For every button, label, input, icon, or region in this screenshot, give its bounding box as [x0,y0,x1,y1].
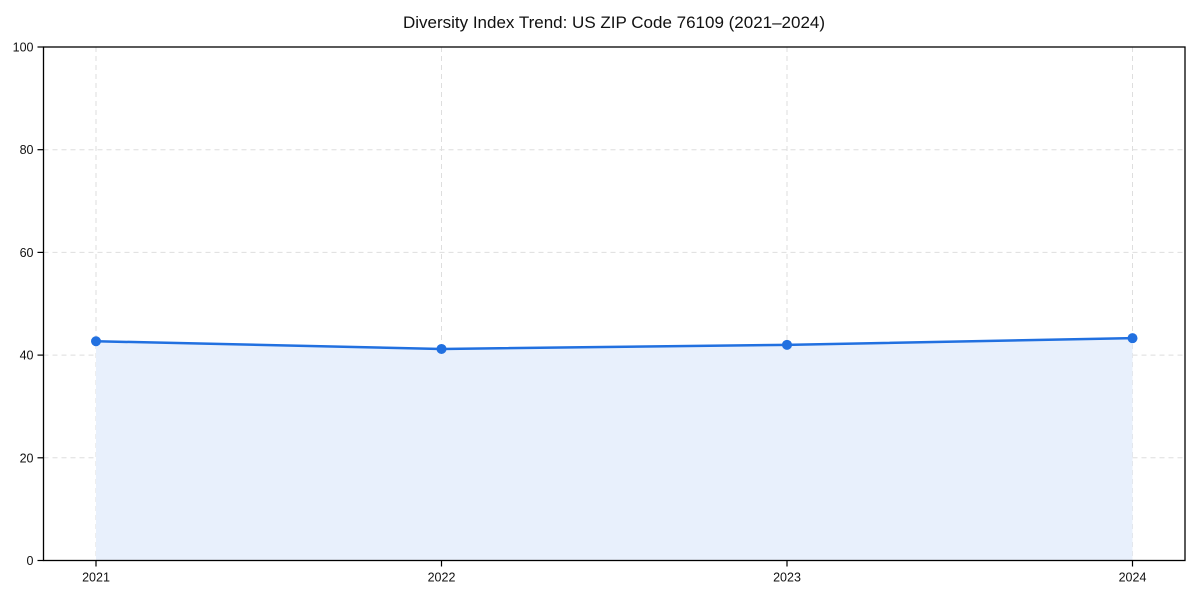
plot-border [42,46,1186,562]
chart-title: Diversity Index Trend: US ZIP Code 76109… [402,13,826,32]
series-line [94,336,1134,351]
y-axis-tick-label: 0 [27,554,34,568]
y-axis-tick-label: 40 [20,349,34,363]
x-axis-tick-label: 2024 [1119,571,1147,585]
data-point-marker [91,336,101,347]
y-axis-tick-label: 20 [20,451,34,465]
y-axis-tick-label: 80 [20,143,34,157]
x-axis-tick-label: 2023 [773,571,801,585]
data-point-marker [436,343,447,354]
data-point-marker [782,339,792,350]
y-axis-tick-label: 100 [13,41,34,55]
x-axis-tick-label: 2021 [82,571,110,585]
x-axis-tick-label: 2022 [428,571,456,585]
area-fill [96,338,1133,561]
data-point-marker [1127,333,1138,344]
y-axis-tick-label: 60 [20,246,34,260]
